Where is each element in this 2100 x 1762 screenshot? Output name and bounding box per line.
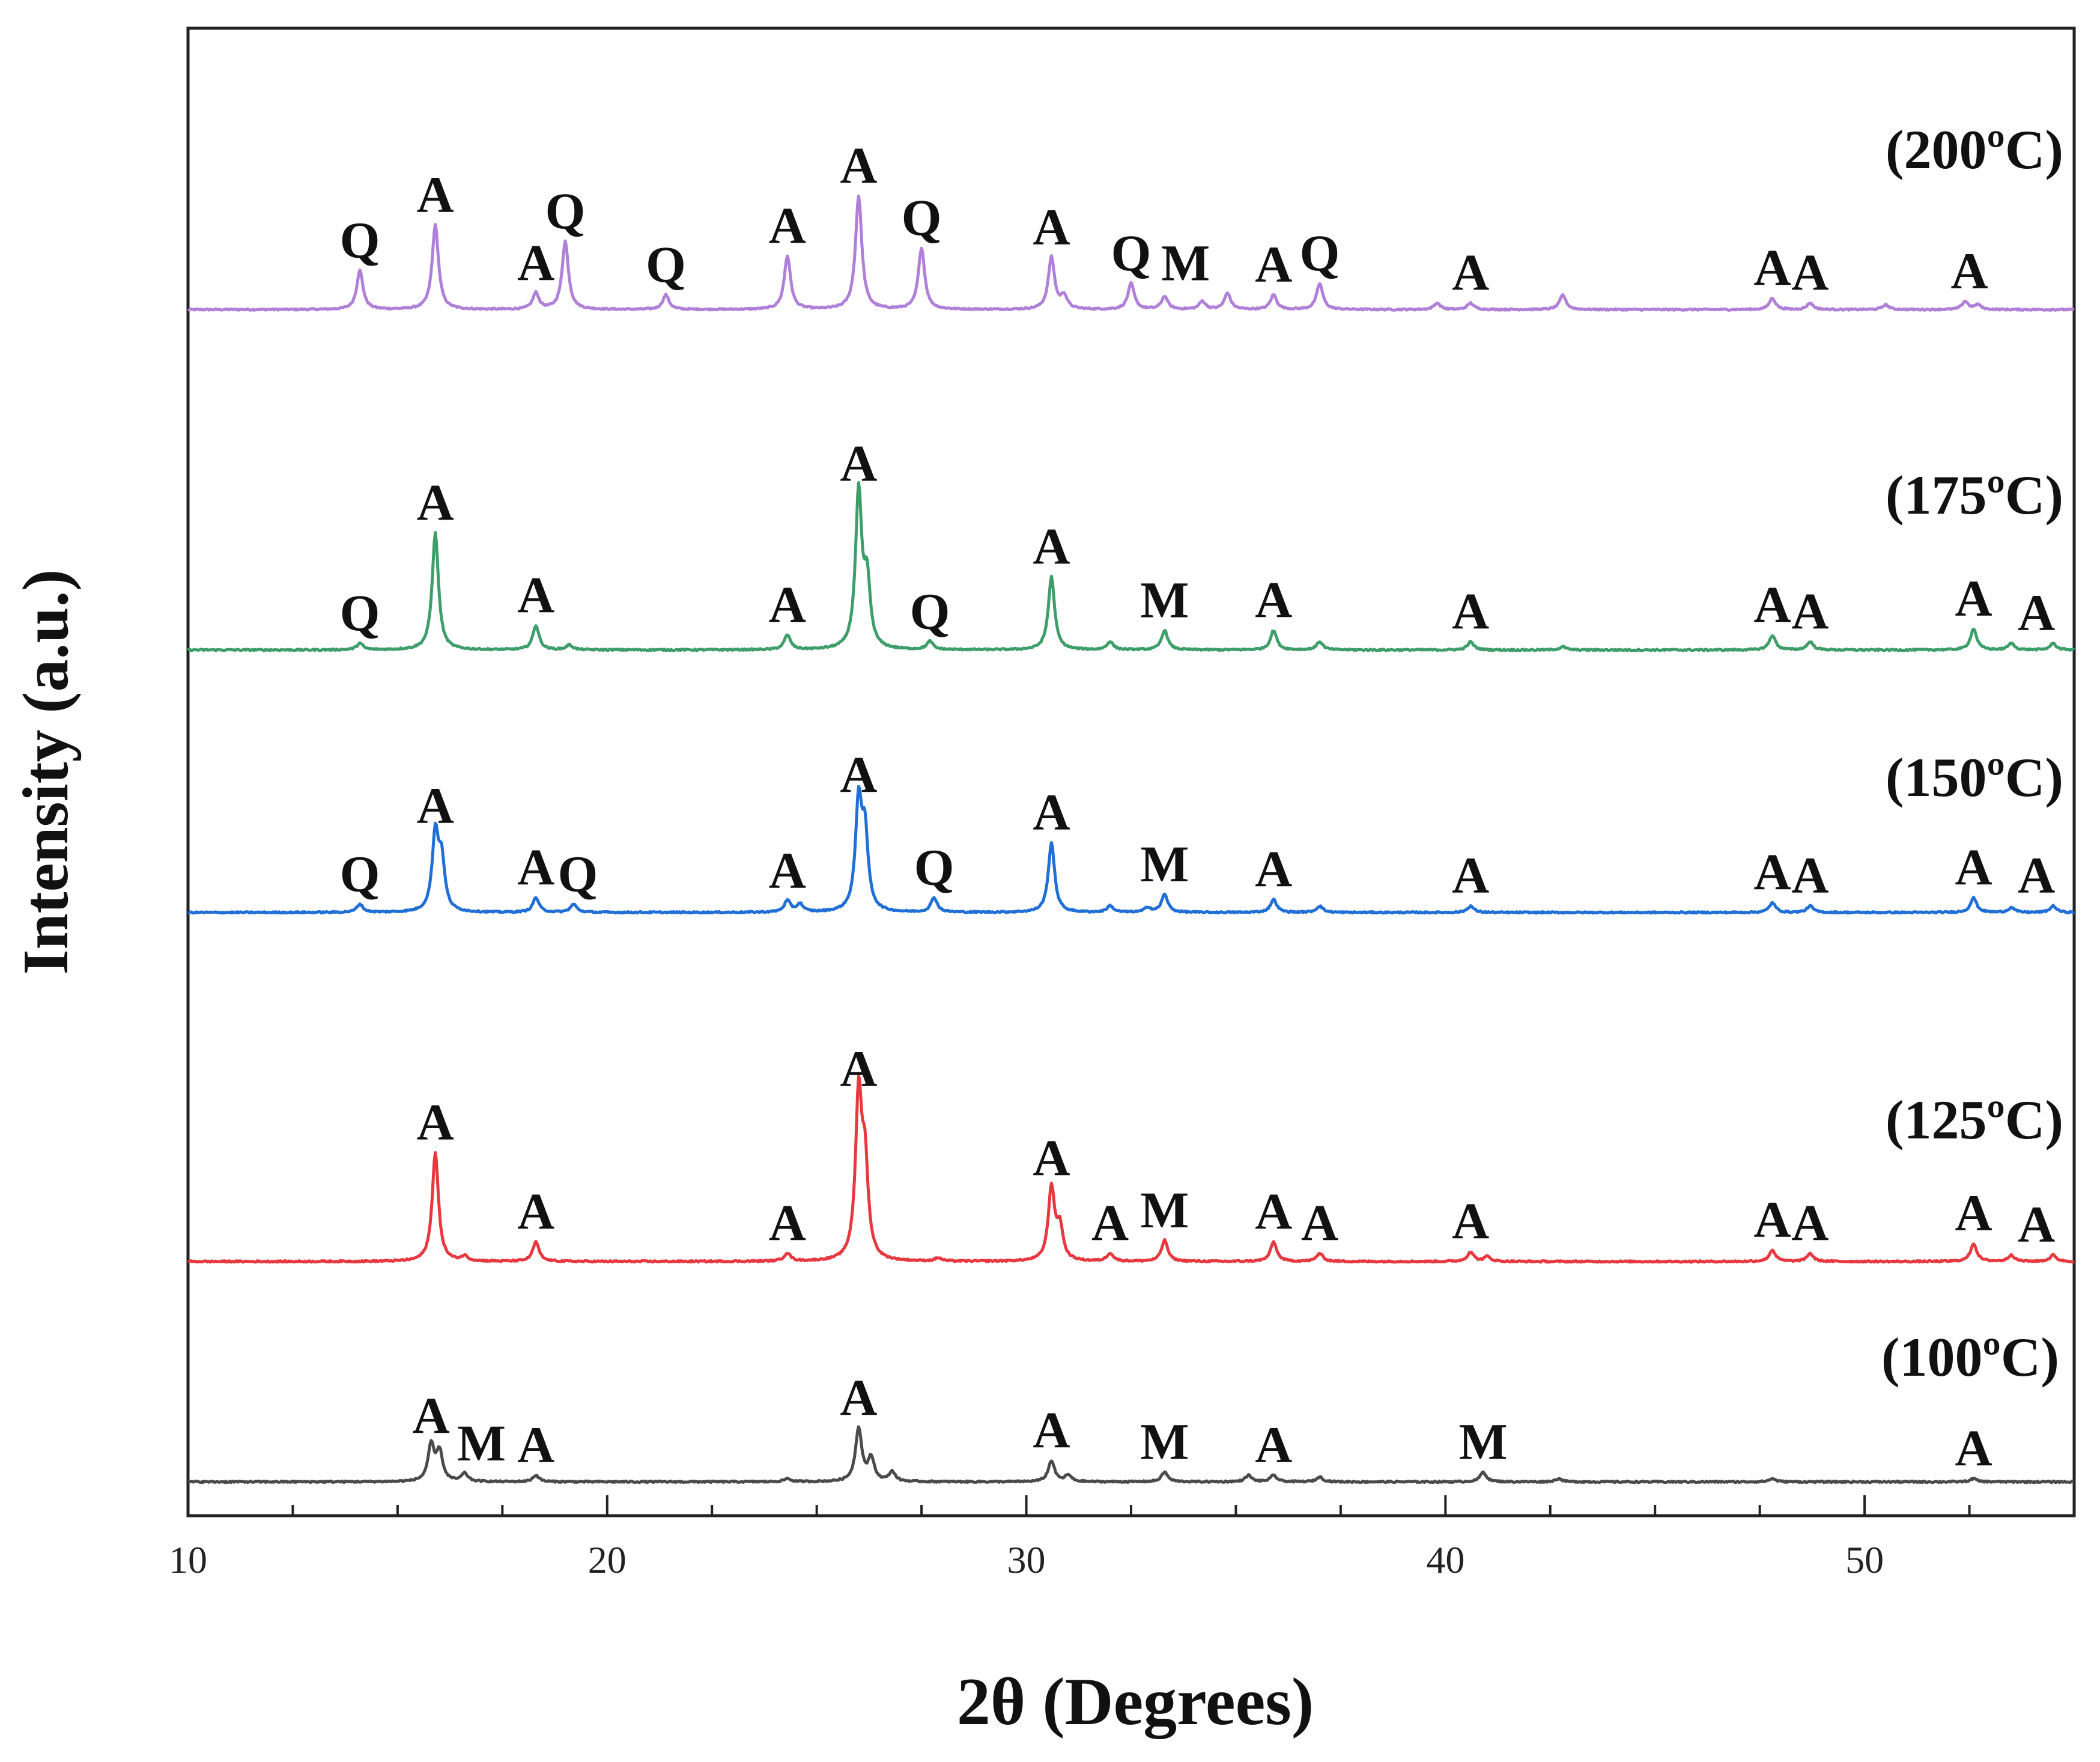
peak-label: A: [1754, 238, 1791, 296]
series-line: [187, 194, 2075, 312]
peak-label: M: [1161, 234, 1210, 291]
peak-label: A: [769, 196, 806, 254]
peak-label: Q: [646, 235, 686, 293]
peak-label: A: [517, 566, 554, 624]
peak-label: A: [1955, 1419, 1992, 1477]
x-tick-label: 10: [169, 1539, 207, 1581]
peak-label: Q: [340, 845, 380, 902]
peak-label: A: [1301, 1194, 1338, 1251]
peak-label: A: [1791, 244, 1828, 302]
x-tick-label: 30: [1007, 1539, 1046, 1581]
temperature-label-layer: (200ºC) (175ºC) (150ºC) (125ºC) (100ºC): [1881, 119, 2063, 1388]
peak-label: A: [1754, 1191, 1791, 1248]
peak-label: A: [1791, 846, 1828, 904]
peak-label: A: [769, 842, 806, 899]
peak-label: A: [1955, 1184, 1992, 1242]
x-axis-ticks: 10 20 30 40 50: [169, 1495, 2075, 1581]
peak-label: A: [2018, 846, 2055, 904]
peak-label: Q: [1300, 224, 1340, 282]
peak-label: A: [1033, 783, 1070, 841]
peak-label: A: [517, 839, 554, 896]
peak-label: A: [1754, 843, 1791, 901]
peak-label: A: [840, 746, 877, 804]
series-line: [187, 1425, 2075, 1484]
peak-label: A: [1452, 1192, 1489, 1250]
peak-label: A: [1033, 198, 1070, 256]
x-tick-label: 20: [588, 1539, 627, 1581]
peak-label: A: [413, 1387, 450, 1444]
peak-label: A: [417, 777, 454, 834]
x-tick-label: 50: [1845, 1539, 1884, 1581]
peak-label: Q: [545, 182, 586, 240]
peak-label: Q: [557, 845, 598, 902]
peak-label: A: [1255, 1416, 1292, 1474]
peak-label: A: [1452, 846, 1489, 904]
series-temperature-label: (200ºC): [1886, 119, 2063, 180]
x-axis-title: 2θ (Degrees): [957, 1665, 1314, 1739]
peak-label: M: [1140, 571, 1189, 629]
peak-label: A: [517, 1183, 554, 1241]
peak-label: A: [1754, 576, 1791, 634]
y-axis-title: Intensity (a.u.): [10, 569, 82, 974]
peak-label: A: [1791, 1194, 1828, 1251]
peak-label: A: [517, 234, 554, 291]
peak-label: M: [1140, 1181, 1189, 1239]
series-temperature-label: (100ºC): [1881, 1326, 2059, 1388]
peak-label: A: [1255, 840, 1292, 898]
peak-label: A: [1791, 582, 1828, 640]
peak-label: A: [1033, 1402, 1070, 1459]
peak-label: A: [2018, 1195, 2055, 1253]
peak-label: Q: [1111, 224, 1152, 282]
peak-label: A: [840, 435, 877, 493]
peak-label: A: [517, 1416, 554, 1474]
peak-label: A: [1955, 839, 1992, 896]
peak-label: A: [1091, 1194, 1129, 1251]
peak-label: M: [1140, 1412, 1189, 1470]
series-temperature-label: (125ºC): [1886, 1089, 2063, 1150]
series-temperature-label: (175ºC): [1886, 464, 2063, 526]
peak-label: A: [417, 1093, 454, 1151]
series-temperature-label: (150ºC): [1886, 747, 2063, 808]
peak-label: A: [1255, 571, 1292, 629]
x-tick-label: 40: [1426, 1539, 1464, 1581]
peak-label: A: [2018, 584, 2055, 642]
peak-label: A: [1452, 582, 1489, 640]
peak-label: A: [769, 576, 806, 634]
peak-label: A: [1033, 1129, 1070, 1186]
peak-label: A: [1255, 235, 1292, 293]
peak-label: A: [1255, 1183, 1292, 1241]
peak-label: Q: [910, 582, 950, 640]
peak-label: A: [840, 1369, 877, 1427]
peak-label: A: [769, 1194, 806, 1251]
peak-label: M: [1140, 835, 1189, 893]
peak-label: Q: [340, 584, 380, 642]
peak-label: A: [1452, 244, 1489, 302]
peak-label: A: [840, 136, 877, 194]
peak-label: Q: [340, 211, 380, 269]
peak-label: Q: [902, 189, 942, 246]
series-line: [187, 1074, 2075, 1264]
peak-label: A: [1955, 570, 1992, 627]
series-line: [187, 785, 2075, 915]
peak-label: Q: [914, 839, 954, 896]
peak-label: A: [840, 1040, 877, 1098]
peak-label: M: [457, 1414, 506, 1472]
peak-label: A: [1033, 517, 1070, 575]
series-line: [187, 481, 2075, 652]
peak-label: M: [1459, 1412, 1508, 1470]
peak-label: A: [417, 166, 454, 223]
peak-label: A: [417, 474, 454, 532]
series-layer: [187, 194, 2075, 1484]
peak-label: A: [1951, 242, 1988, 300]
